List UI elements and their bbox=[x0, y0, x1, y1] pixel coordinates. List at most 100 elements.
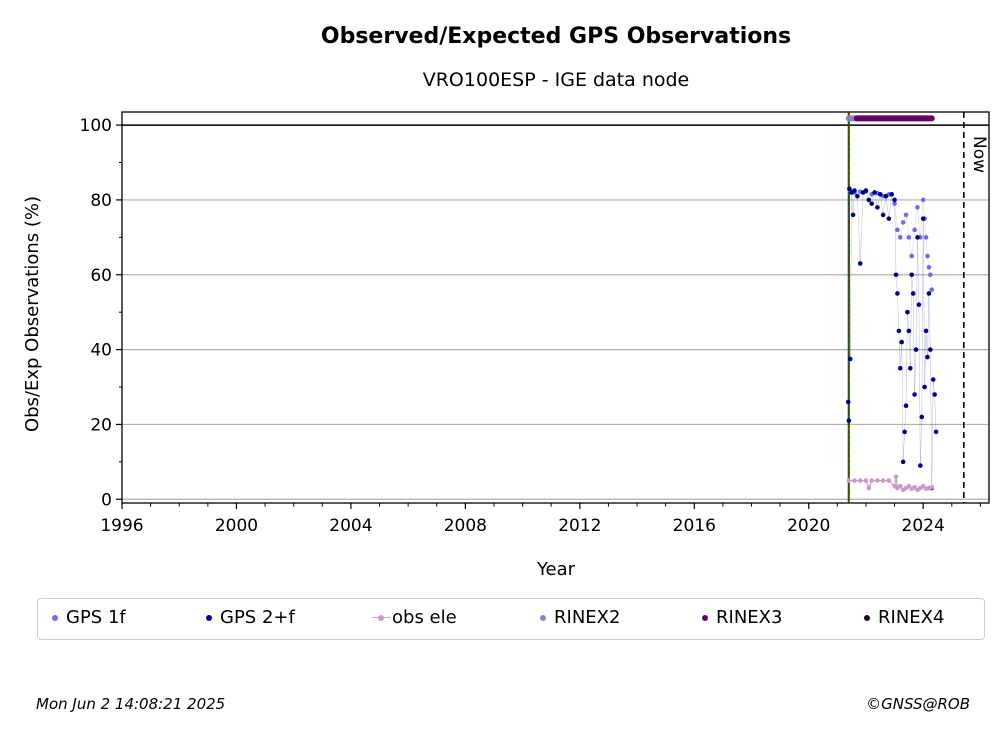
series-gps-2-f-point-26 bbox=[900, 459, 906, 465]
legend-label-rinex3: RINEX3 bbox=[716, 607, 783, 628]
series-obs-ele-point-5 bbox=[869, 478, 874, 483]
legend-item-gps-2f: GPS 2+f bbox=[206, 607, 295, 628]
footer-credit: ©GNSS@ROB bbox=[866, 695, 970, 713]
series-gps-1f-point-22 bbox=[926, 264, 932, 270]
series-gps-1f-point-9 bbox=[895, 227, 900, 233]
series-gps-2-f-point-13 bbox=[872, 190, 877, 195]
legend-label-rinex2: RINEX2 bbox=[554, 607, 621, 628]
legend-marker-obs-ele bbox=[372, 613, 390, 623]
series-gps-2-f-point-47 bbox=[930, 377, 936, 382]
series-gps-2-f-point-40 bbox=[920, 216, 926, 221]
series-gps-2-f-point-7 bbox=[855, 193, 860, 199]
series-gps-2-f-point-19 bbox=[889, 192, 895, 197]
x-tick-label-2008: 2008 bbox=[444, 516, 487, 536]
series-gps-2-f-point-49 bbox=[933, 429, 939, 435]
x-tick-label-2020: 2020 bbox=[787, 516, 830, 536]
series-gps-2-f-point-15 bbox=[877, 192, 883, 197]
y-tick-label-80: 80 bbox=[90, 191, 112, 211]
series-gps-2-f-point-23 bbox=[896, 328, 902, 334]
series-gps-2-f-point-41 bbox=[922, 384, 927, 390]
series-gps-2-f-point-22 bbox=[895, 291, 900, 296]
series-gps-2-f-point-1 bbox=[846, 418, 852, 423]
y-tick-label-20: 20 bbox=[90, 415, 112, 435]
series-gps-2-f-point-25 bbox=[899, 339, 905, 345]
series-obs-ele-point-4 bbox=[866, 485, 872, 491]
legend-item-rinex4: RINEX4 bbox=[864, 607, 944, 628]
series-gps-1f-point-21 bbox=[925, 253, 930, 259]
series-gps-2-f-point-44 bbox=[926, 291, 932, 296]
y-axis-label: Obs/Exp Observations (%) bbox=[22, 196, 43, 432]
x-tick-label-2000: 2000 bbox=[215, 516, 258, 536]
series-gps-2-f-point-14 bbox=[875, 205, 880, 210]
series-gps-2-f-point-17 bbox=[883, 193, 889, 199]
y-tick-label-100: 100 bbox=[80, 116, 112, 136]
series-gps-1f-point-20 bbox=[923, 235, 929, 240]
plot-frame bbox=[121, 111, 990, 504]
series-obs-ele-point-1 bbox=[852, 478, 857, 483]
legend-marker-rinex2 bbox=[540, 615, 546, 621]
plot-area: 0 20 40 60 80 100 1996 2000 2004 2008 2012 2016 2020… bbox=[80, 111, 990, 536]
series-gps-1f-point-15 bbox=[912, 227, 917, 233]
legend-marker-gps-1f bbox=[52, 615, 58, 621]
series-gps-2-f-point-27 bbox=[902, 429, 907, 435]
series-gps-2-f-point-38 bbox=[918, 463, 923, 468]
series-gps-2-f-point-12 bbox=[869, 201, 874, 206]
x-tick-label-2024: 2024 bbox=[902, 516, 945, 536]
series-gps-2-f-point-16 bbox=[880, 212, 886, 218]
legend-marker-rinex4 bbox=[864, 615, 870, 621]
series-gps-1f-point-10 bbox=[897, 235, 903, 240]
chart: Observed/Expected GPS Observations VRO10… bbox=[22, 24, 990, 580]
legend-label-gps-1f: GPS 1f bbox=[66, 607, 126, 628]
series-gps-2-f-point-0 bbox=[845, 399, 851, 405]
x-tick-label-2016: 2016 bbox=[673, 516, 716, 536]
legend: GPS 1f GPS 2+f obs ele RINEX2 RINEX3 RIN… bbox=[37, 598, 985, 640]
series-gps-1f-point-18 bbox=[920, 197, 926, 203]
series-gps-2-f-point-10 bbox=[863, 188, 869, 193]
series-obs-ele-point-10 bbox=[893, 474, 899, 480]
now-label: Now bbox=[969, 136, 989, 173]
series-gps-2-f-trace bbox=[848, 188, 937, 489]
series-obs-ele-point-7 bbox=[880, 478, 886, 483]
series-obs-ele-point-3 bbox=[863, 478, 869, 483]
legend-label-gps-2f: GPS 2+f bbox=[220, 607, 295, 628]
series-gps-2-f-point-11 bbox=[866, 197, 872, 203]
series-gps-2-f-point-37 bbox=[916, 302, 922, 307]
series-gps-2-f-point-42 bbox=[923, 328, 929, 334]
chart-title: Observed/Expected GPS Observations bbox=[321, 24, 791, 49]
series-obs-ele-point-23 bbox=[929, 484, 935, 490]
legend-item-obs-ele: obs ele bbox=[372, 607, 457, 628]
series-gps-2-f-point-34 bbox=[912, 392, 917, 397]
x-tick-label-2004: 2004 bbox=[329, 516, 372, 536]
series-gps-2-f-point-3 bbox=[847, 356, 853, 362]
series-gps-2-f-point-20 bbox=[892, 197, 897, 203]
y-tick-label-0: 0 bbox=[101, 490, 112, 510]
series-obs-ele-point-2 bbox=[857, 478, 863, 483]
y-tick-label-40: 40 bbox=[90, 341, 112, 361]
series-gps-2-f-point-43 bbox=[925, 354, 930, 360]
footer-timestamp: Mon Jun 2 14:08:21 2025 bbox=[36, 695, 226, 713]
series-gps-2-f-point-21 bbox=[893, 272, 899, 278]
series-gps-2-f-point-32 bbox=[909, 272, 915, 278]
series-gps-2-f-point-33 bbox=[910, 291, 916, 296]
series-gps-1f-point-11 bbox=[900, 220, 906, 225]
series-gps-2-f-point-18 bbox=[886, 216, 892, 221]
series-gps-2-f-point-6 bbox=[852, 188, 857, 193]
series-gps-2-f-point-5 bbox=[850, 212, 856, 218]
x-tick-label-1996: 1996 bbox=[100, 516, 143, 536]
series-gps-2-f-point-29 bbox=[905, 309, 910, 315]
series-obs-ele-point-8 bbox=[886, 478, 892, 483]
legend-label-rinex4: RINEX4 bbox=[878, 607, 945, 628]
series-gps-2-f-point-24 bbox=[897, 366, 903, 371]
series-gps-2-f-point-2 bbox=[847, 186, 852, 192]
series-gps-2-f-point-8 bbox=[857, 261, 863, 266]
legend-item-rinex2: RINEX2 bbox=[540, 607, 620, 628]
series-gps-2-f-point-48 bbox=[932, 392, 937, 397]
x-tick-label-2012: 2012 bbox=[558, 516, 601, 536]
series-obs-ele-point-6 bbox=[875, 478, 880, 483]
series-gps-2-f-point-35 bbox=[913, 347, 919, 352]
series-gps-2-f-point-45 bbox=[928, 347, 933, 352]
series-gps-2-f-point-30 bbox=[906, 328, 912, 334]
legend-marker-gps-2f bbox=[206, 615, 212, 621]
series-gps-1f-point-13 bbox=[906, 235, 912, 240]
series-gps-1f-point-24 bbox=[929, 287, 935, 293]
